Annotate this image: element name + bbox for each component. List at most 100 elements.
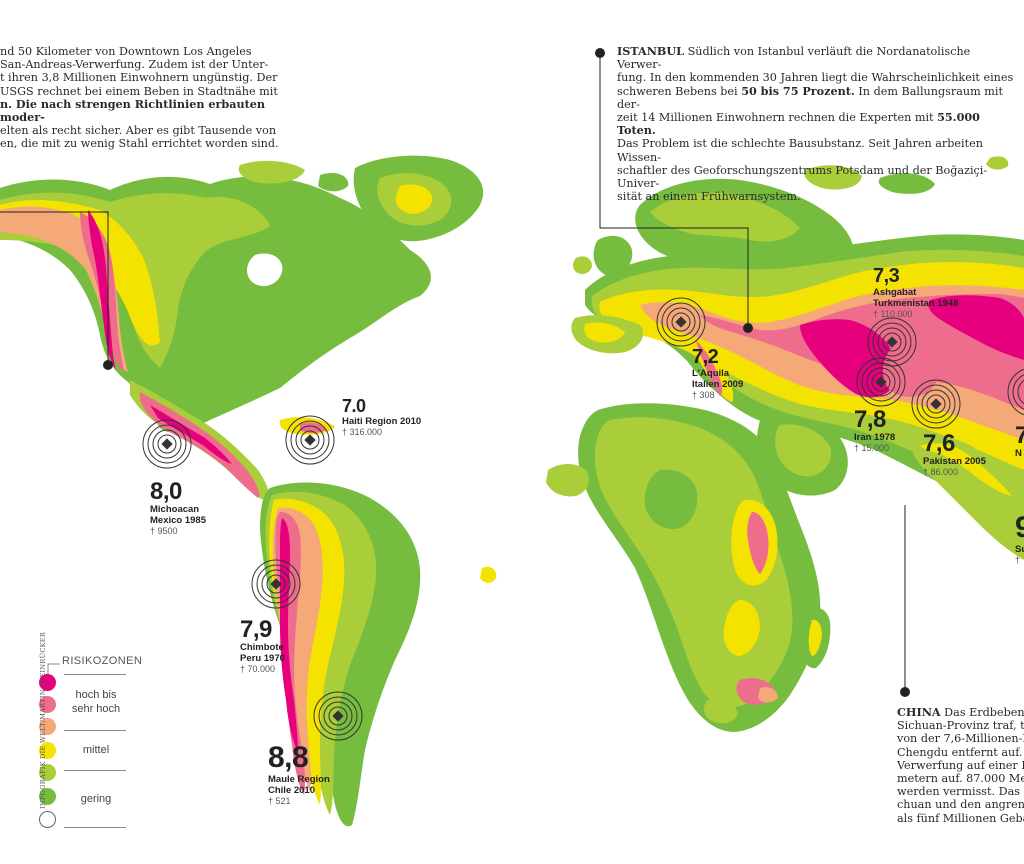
china-line-1: Das Erdbeben, d — [944, 706, 1024, 719]
legend-rule — [64, 827, 126, 828]
china-line: chuan und den angrenz — [897, 798, 1024, 812]
quake-place: Ashgabat — [873, 287, 917, 298]
quake-magnitude: 7,3 — [873, 265, 900, 287]
la-line: elten als recht sicher. Aber es gibt Tau… — [0, 124, 277, 138]
china-marker — [900, 687, 910, 697]
quake-place: N — [1015, 448, 1022, 459]
legend-swatch-4 — [39, 742, 56, 759]
legend-label-high: hoch bis sehr hoch — [71, 689, 121, 715]
quake-place: Italien 2009 — [692, 379, 744, 390]
risk-legend: RISIKOZONEN hoch bis sehr hoch mittel ge… — [30, 652, 143, 842]
istanbul-probability: 50 bis 75 Prozent. — [741, 83, 855, 98]
la-line-5: n. Die nach strengen Richtlinien erbaute… — [0, 96, 266, 125]
la-marker — [103, 360, 113, 370]
istanbul-line-6: schaftler des Geoforschungszentrums Pots… — [617, 163, 988, 191]
istanbul-marker — [595, 48, 605, 58]
quake-deaths: † 308 — [692, 390, 715, 400]
legend-swatch-1 — [39, 674, 56, 691]
la-line: t ihren 3,8 Millionen Einwohnern ungünst… — [0, 71, 278, 85]
china-heading: CHINA — [897, 706, 941, 719]
quake-pakistan: 7,6 Pakistan 2005 † 86.000 — [923, 432, 986, 478]
quake-magnitude: 7,8 — [854, 406, 886, 433]
quake-maule: 8,8 Maule Region Chile 2010 † 521 — [268, 742, 330, 807]
china-line: metern auf. 87.000 Men — [897, 772, 1024, 786]
istanbul-line-1: Südlich von Istanbul verläuft die Nordan… — [617, 45, 971, 72]
quake-chimbote: 7,9 Chimbote Peru 1970 † 70.000 — [240, 618, 285, 675]
istanbul-line-3a: schweren Bebens bei — [617, 84, 742, 98]
istanbul-line-7: sität an einem Frühwarnsystem. — [617, 190, 801, 204]
la-line: USGS rechnet bei einem Beben in Stadtnäh… — [0, 84, 278, 98]
china-text: CHINA Das Erdbeben, d Sichuan-Provinz tr… — [897, 706, 1024, 825]
quake-deaths: † 15.000 — [854, 443, 890, 453]
quake-deaths: † — [1015, 555, 1021, 565]
quake-magnitude: 7.0 — [342, 396, 366, 416]
legend-rule — [64, 770, 126, 771]
china-line: von der 7,6-Millionen-E — [897, 732, 1024, 746]
legend-swatch-2 — [39, 696, 56, 713]
quake-haiti: 7.0 Haiti Region 2010 † 316.000 — [342, 396, 421, 438]
istanbul-line: zeit 14 Millionen Einwohnern rechnen die… — [617, 110, 1017, 137]
la-line: San-Andreas-Verwerfung. Zudem ist der Un… — [0, 58, 269, 72]
china-line: Verwerfung auf einer Lä — [897, 758, 1024, 772]
quake-magnitude: 7,9 — [240, 616, 272, 643]
epicenter-partial-east — [1007, 368, 1024, 416]
la-text: nd 50 Kilometer von Downtown Los Angeles… — [0, 45, 290, 151]
quake-ashgabat: 7,3 Ashgabat Turkmenistan 1948 † 110.000 — [873, 265, 958, 320]
eurasia — [571, 156, 1024, 560]
istanbul-line-2: fung. In den kommenden 30 Jahren liegt d… — [617, 71, 1014, 85]
quake-deaths: † 86.000 — [923, 467, 959, 477]
istanbul-line: schweren Bebens bei 50 bis 75 Prozent. I… — [617, 83, 1017, 111]
legend-rule — [64, 730, 126, 731]
istanbul-line-3c: In dem Ballungsraum mit der- — [617, 84, 1003, 111]
china-line: als fünf Millionen Gebä — [897, 811, 1024, 825]
quake-magnitude: 7 — [1015, 424, 1024, 449]
north-america — [0, 155, 484, 502]
quake-place: Mexico 1985 — [150, 515, 206, 526]
legend-label-mid: mittel — [82, 744, 110, 756]
la-line: en, die mit zu wenig Stahl errichtet wor… — [0, 137, 279, 151]
legend-swatch-6 — [39, 788, 56, 805]
legend-rule — [64, 674, 126, 675]
quake-partial-su: 9 Su † — [1015, 512, 1024, 566]
quake-place: Maule Region — [268, 774, 330, 785]
quake-place: Chimbote — [240, 642, 284, 653]
quake-place: Michoacan — [150, 504, 200, 515]
quake-michoacan: 8,0 Michoacan Mexico 1985 † 9500 — [150, 480, 206, 537]
la-line: nd 50 Kilometer von Downtown Los Angeles — [0, 45, 252, 58]
quake-place: L'Aquila — [692, 368, 730, 379]
quake-magnitude: 8,8 — [268, 741, 309, 774]
legend-title: RISIKOZONEN — [62, 655, 143, 667]
china-line: Chengdu entfernt auf. I — [897, 745, 1024, 759]
istanbul-heading: ISTANBUL — [617, 44, 685, 58]
china-line: Sichuan-Provinz traf, tr — [897, 719, 1024, 733]
south-america — [260, 482, 497, 827]
quake-magnitude: 7,2 — [692, 346, 719, 368]
quake-place: Iran 1978 — [854, 432, 896, 443]
indonesia — [703, 678, 778, 724]
leader-lines — [0, 53, 906, 690]
legend-swatch-5 — [39, 764, 56, 781]
quake-laquila: 7,2 L'Aquila Italien 2009 † 308 — [692, 346, 743, 401]
istanbul-line-4: zeit 14 Millionen Einwohnern rechnen die… — [617, 111, 938, 125]
africa — [546, 403, 831, 732]
quake-deaths: † 110.000 — [873, 309, 913, 319]
legend-label-low: gering — [80, 793, 112, 805]
quake-place: Su — [1015, 544, 1024, 555]
china-line: werden vermisst. Das B — [897, 785, 1024, 799]
quake-magnitude: 7,6 — [923, 430, 955, 457]
quake-place: Peru 1970 — [240, 653, 285, 664]
quake-place: Pakistan 2005 — [923, 456, 986, 467]
istanbul-line: ISTANBUL Südlich von Istanbul verläuft d… — [617, 44, 1017, 72]
legend-swatch-3 — [39, 718, 56, 735]
quake-deaths: † 70.000 — [240, 664, 276, 674]
quake-deaths: † 9500 — [150, 526, 178, 536]
quake-magnitude: 8,0 — [150, 478, 182, 505]
quake-deaths: † 521 — [268, 796, 291, 806]
legend-bracket — [47, 663, 60, 674]
istanbul-text: ISTANBUL Südlich von Istanbul verläuft d… — [617, 44, 1017, 204]
quake-place: Turkmenistan 1948 — [873, 298, 959, 309]
quake-place: Chile 2010 — [268, 785, 315, 796]
quake-deaths: † 316.000 — [342, 427, 383, 437]
credit-line: INFOGRAFIK DIE WELT/MARTIN STEINRÜCKER — [39, 631, 47, 809]
